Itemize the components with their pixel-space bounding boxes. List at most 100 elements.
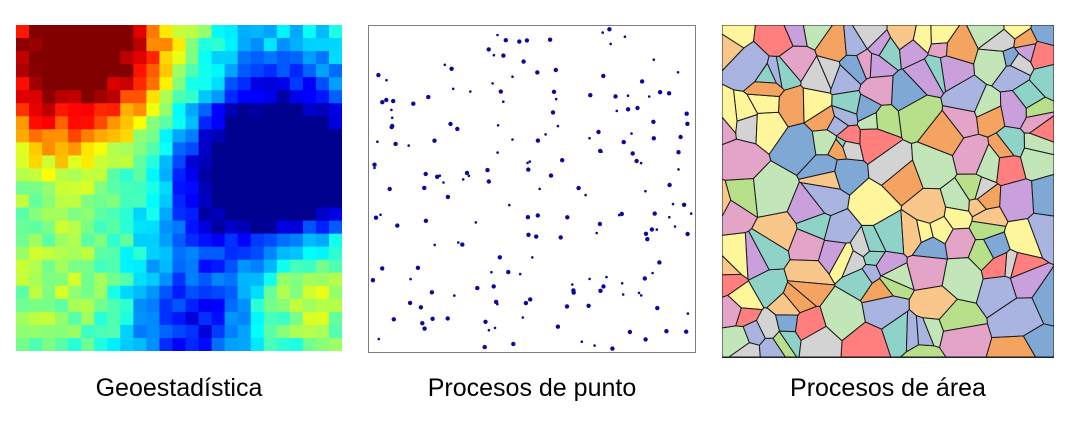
heatmap-cell (237, 272, 252, 287)
heatmap-cell (237, 129, 252, 143)
area-region (722, 116, 737, 146)
heatmap-cell (289, 285, 304, 300)
heatmap-cell (211, 181, 226, 196)
point-mark (391, 98, 396, 104)
heatmap-cell (276, 103, 291, 117)
heatmap-cell (133, 233, 147, 248)
heatmap-cell (159, 129, 173, 143)
point-mark (496, 33, 499, 37)
point-mark (491, 82, 494, 85)
heatmap-cell (81, 324, 95, 339)
heatmap-cell (250, 233, 265, 248)
point-mark (676, 150, 681, 155)
heatmap-cell (302, 311, 317, 326)
heatmap-cell (133, 155, 147, 169)
heatmap-cell (211, 246, 226, 261)
heatmap-cell (146, 194, 160, 209)
area-region (1031, 173, 1054, 217)
heatmap-cell (198, 181, 213, 196)
heatmap-cell (289, 246, 304, 261)
area-region (775, 314, 799, 333)
heatmap-cell (68, 324, 82, 339)
point-mark (461, 178, 465, 181)
point-mark (639, 161, 643, 165)
heatmap-cell (107, 116, 121, 130)
point-mark (443, 63, 447, 67)
area-region (976, 183, 1002, 210)
heatmap-cell (55, 233, 69, 248)
heatmap-cell (250, 116, 265, 130)
heatmap-cell (198, 298, 213, 313)
heatmap-cell (185, 25, 200, 39)
heatmap-cell (237, 25, 252, 39)
heatmap-cell (146, 77, 160, 91)
point-mark (497, 255, 502, 260)
heatmap-cell (146, 337, 160, 351)
point-mark (630, 151, 635, 156)
heatmap-cell (68, 285, 82, 300)
heatmap-cell (315, 194, 330, 209)
point-mark (511, 75, 514, 78)
heatmap-cell (55, 324, 69, 339)
heatmap-cell (29, 233, 43, 248)
heatmap-cell (133, 194, 147, 209)
heatmap-cell (276, 285, 291, 300)
heatmap-cell (29, 181, 43, 196)
heatmap-cell (198, 103, 213, 117)
heatmap-cell (315, 233, 330, 248)
heatmap-cell (328, 129, 342, 143)
heatmap-cell (16, 311, 30, 326)
heatmap-cell (276, 90, 291, 104)
heatmap-cell (315, 311, 330, 326)
heatmap-cell (42, 38, 56, 52)
heatmap-cell (42, 259, 56, 274)
heatmap-cell (263, 142, 278, 156)
heatmap-cell (94, 129, 108, 143)
point-mark (560, 158, 565, 163)
heatmap-cell (120, 246, 134, 261)
heatmap-cell (107, 168, 121, 182)
point-mark (634, 158, 639, 164)
heatmap-cell (81, 25, 95, 39)
heatmap-cell (263, 272, 278, 287)
point-mark (455, 126, 460, 132)
area-region (847, 177, 902, 226)
area-region (1009, 262, 1054, 299)
heatmap-cell (302, 233, 317, 248)
heatmap-cell (276, 38, 291, 52)
point-mark (684, 111, 689, 116)
heatmap-cell (315, 77, 330, 91)
heatmap-cell (263, 259, 278, 274)
heatmap-cell (224, 168, 239, 182)
heatmap-cell (133, 129, 147, 143)
heatmap-cell (133, 259, 147, 274)
heatmap-cell (133, 77, 147, 91)
heatmap-cell (211, 259, 226, 274)
heatmap-cell (68, 77, 82, 91)
heatmap-cell (224, 311, 239, 326)
heatmap-cell (16, 285, 30, 300)
heatmap-cell (120, 142, 134, 156)
heatmap-cell (120, 207, 134, 222)
heatmap-cell (224, 298, 239, 313)
heatmap-cell (237, 116, 252, 130)
heatmap-cell (133, 181, 147, 196)
point-mark (415, 265, 421, 270)
heatmap-cell (16, 142, 30, 156)
heatmap-cell (185, 77, 200, 91)
heatmap-cell (159, 324, 173, 339)
point-mark (550, 110, 556, 115)
heatmap-cell (146, 233, 160, 248)
heatmap-cell (29, 116, 43, 130)
heatmap-cell (81, 181, 95, 196)
heatmap-cell (42, 311, 56, 326)
heatmap-cell (68, 259, 82, 274)
point-mark (491, 284, 496, 289)
heatmap-cell (16, 259, 30, 274)
heatmap-cell (16, 324, 30, 339)
heatmap-cell (328, 168, 342, 182)
heatmap-cell (276, 207, 291, 222)
heatmap-cell (224, 324, 239, 339)
heatmap-cell (42, 129, 56, 143)
heatmap-cell (302, 103, 317, 117)
